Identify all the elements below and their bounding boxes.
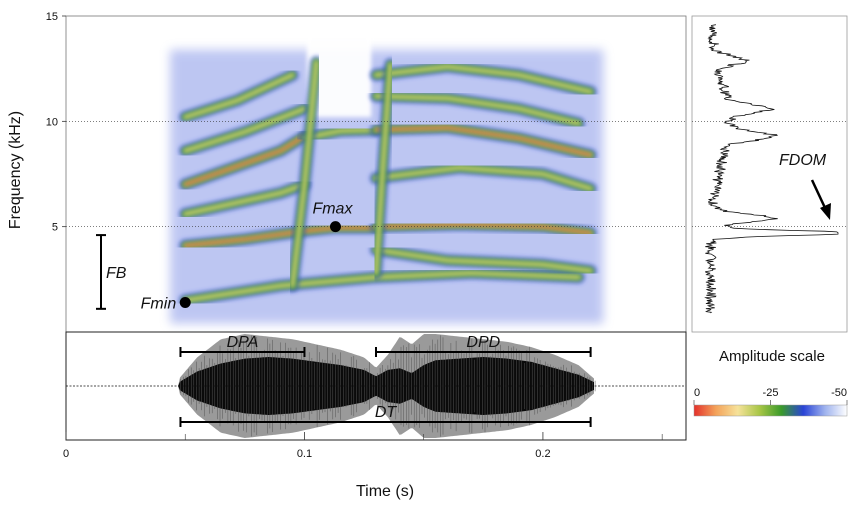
power-spectrum-curve bbox=[704, 24, 839, 314]
amp-tick-label: -25 bbox=[763, 387, 779, 399]
fmin-marker bbox=[179, 297, 191, 309]
y-tick-label: 5 bbox=[52, 222, 58, 234]
x-tick-label: 0.1 bbox=[297, 448, 312, 460]
fmax-marker bbox=[329, 221, 341, 233]
fdom-label: FDOM bbox=[779, 152, 827, 169]
spectrogram-panel: 5 10 15 Frequency (kHz) bbox=[7, 11, 687, 333]
power-spectrum-frame bbox=[691, 15, 848, 333]
amplitude-scale-legend: Amplitude scale 0 -25 -50 bbox=[693, 348, 848, 417]
harmonic-band-1-layer-2 bbox=[183, 182, 307, 216]
x-axis-ticks: 0 0.1 0.2 bbox=[63, 432, 663, 460]
harmonic-band-3-layer-2 bbox=[183, 106, 307, 153]
fmin-label: Fmin bbox=[141, 296, 177, 313]
spectrogram-heatmap bbox=[170, 28, 604, 324]
amplitude-scale-ticks: 0 -25 -50 bbox=[693, 387, 848, 405]
power-spectrum-panel: FDOM bbox=[691, 15, 848, 333]
x-tick-label: 0.2 bbox=[535, 448, 550, 460]
amp-tick-label: -50 bbox=[831, 387, 847, 399]
frequency-annotations: Fmax Fmin FB bbox=[96, 201, 353, 313]
dpa-bracket: DPA bbox=[179, 334, 306, 357]
dt-label: DT bbox=[375, 404, 398, 421]
harmonic-band-10-layer-2 bbox=[374, 64, 593, 94]
y-tick-label: 10 bbox=[46, 116, 58, 128]
harmonic-band-9-layer-2 bbox=[374, 94, 581, 126]
amp-tick-label: 0 bbox=[694, 387, 700, 399]
harmonic-band-4-layer-2 bbox=[183, 73, 295, 120]
x-tick-label: 0 bbox=[63, 448, 69, 460]
harmonic-band-2-layer-3 bbox=[184, 135, 306, 186]
fmax-label: Fmax bbox=[312, 201, 353, 218]
x-axis-label: Time (s) bbox=[356, 483, 414, 500]
amplitude-scale-title: Amplitude scale bbox=[719, 348, 825, 365]
dpa-label: DPA bbox=[227, 334, 259, 351]
harmonic-band-6-layer-3 bbox=[375, 223, 592, 234]
dt-bracket: DT bbox=[179, 404, 592, 427]
fdom-arrow-shaft bbox=[810, 179, 828, 211]
harmonic-band-8-layer-2 bbox=[374, 165, 593, 191]
duration-brackets: DPA DPD DT bbox=[179, 334, 592, 427]
harmonic-band-5-layer-2 bbox=[302, 127, 378, 141]
amplitude-colorbar bbox=[693, 404, 848, 417]
harmonic-band-14-layer-2 bbox=[374, 62, 393, 275]
y-tick-label: 15 bbox=[46, 11, 58, 23]
fdom-arrow-head bbox=[820, 203, 831, 220]
harmonic-band-13-layer-2 bbox=[290, 60, 319, 288]
harmonic-band-7-layer-3 bbox=[375, 126, 592, 156]
y-axis-ticks: 5 10 15 bbox=[46, 11, 66, 234]
dpd-label: DPD bbox=[466, 334, 500, 351]
fb-label: FB bbox=[106, 265, 127, 282]
dpd-bracket: DPD bbox=[375, 334, 592, 357]
y-axis-label: Frequency (kHz) bbox=[7, 111, 24, 229]
harmonic-band-12-layer-2 bbox=[374, 247, 593, 273]
